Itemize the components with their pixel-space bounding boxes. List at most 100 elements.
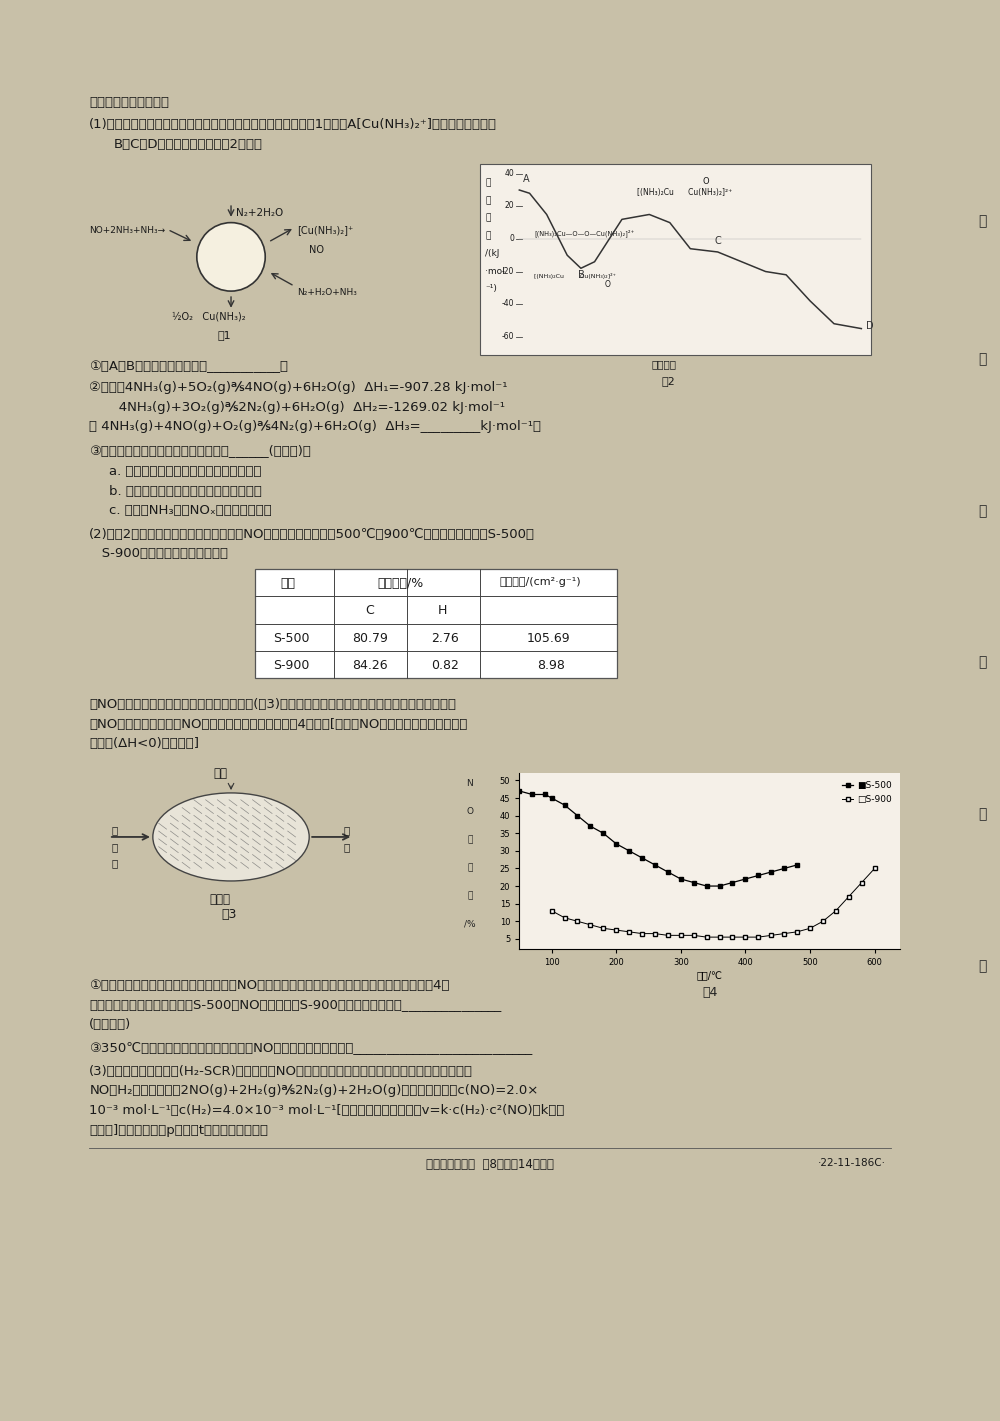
Text: c. 能增大NH₃还原NOₓ反应的平衡常数: c. 能增大NH₃还原NOₓ反应的平衡常数 (109, 504, 272, 517)
Text: b. 具有选择性，能降低特定反应的活化能: b. 具有选择性，能降低特定反应的活化能 (109, 485, 262, 497)
□S-900 (662, 926, 674, 944)
Text: -20: -20 (502, 267, 514, 276)
Text: /(kJ: /(kJ (485, 249, 499, 259)
Circle shape (197, 223, 265, 291)
Text: 图1: 图1 (217, 330, 231, 340)
■S-500 (610, 836, 622, 853)
■S-500 (571, 807, 583, 824)
Text: -40: -40 (502, 300, 514, 308)
Text: 84.26: 84.26 (352, 659, 388, 672)
Text: C: C (714, 236, 721, 246)
Text: O: O (605, 280, 611, 288)
Text: 口: 口 (112, 858, 118, 868)
■S-500 (791, 857, 803, 874)
Text: 105.69: 105.69 (527, 631, 571, 645)
Text: 出: 出 (343, 826, 350, 836)
Text: C: C (365, 604, 374, 617)
Text: 煤焦: 煤焦 (213, 766, 227, 780)
Text: 8.98: 8.98 (537, 659, 565, 672)
Text: B、C、D等中间体的过程如图2所示。: B、C、D等中间体的过程如图2所示。 (114, 138, 263, 151)
Text: [Cu(NH₃)₂]⁺: [Cu(NH₃)₂]⁺ (297, 226, 354, 236)
Text: [(NH₃)₂Cu        Cu(NH₃)₂]²⁺: [(NH₃)₂Cu Cu(NH₃)₂]²⁺ (534, 273, 616, 279)
Text: 理: 理 (979, 352, 987, 367)
Text: ⁻¹): ⁻¹) (485, 284, 497, 293)
□S-900 (739, 928, 751, 945)
Text: 除: 除 (467, 863, 472, 872)
□S-900 (571, 912, 583, 929)
□S-900 (675, 926, 687, 944)
Text: (1)一种以沸石笼作为载体对氮氧化物进行催化还原的原理如图1所示，A[Cu(NH₃)₂⁺]在沸石笼内转化为: (1)一种以沸石笼作为载体对氮氧化物进行催化还原的原理如图1所示，A[Cu(NH… (89, 118, 497, 131)
□S-900 (714, 928, 726, 945)
■S-500 (526, 786, 538, 803)
Text: 图3: 图3 (221, 908, 237, 921)
□S-900 (752, 928, 764, 945)
■S-500 (778, 860, 790, 877)
Text: ③350℃后，随着温度升高，单位时间内NO的脱除率增大的原因是___________________________: ③350℃后，随着温度升高，单位时间内NO的脱除率增大的原因是_________… (89, 1042, 533, 1054)
■S-500 (688, 874, 700, 891)
□S-900 (559, 909, 571, 926)
Text: 学还原(ΔH<0)两个过程]: 学还原(ΔH<0)两个过程] (89, 737, 199, 750)
□S-900 (765, 926, 777, 944)
□S-900 (817, 912, 829, 929)
Text: -60: -60 (502, 333, 514, 341)
Text: 化: 化 (979, 655, 987, 669)
■S-500 (752, 867, 764, 884)
□S-900 (610, 922, 622, 939)
□S-900 (623, 924, 635, 941)
Text: 2.76: 2.76 (431, 631, 459, 645)
■S-500 (513, 783, 525, 800)
Text: A: A (523, 175, 529, 185)
□S-900 (856, 874, 868, 891)
Text: /%: /% (464, 919, 476, 928)
■S-500 (649, 857, 661, 874)
Text: 《高三理科综合  第8页（內14页）》: 《高三理科综合 第8页（內14页）》 (426, 1158, 554, 1171)
Text: 元素分析/%: 元素分析/% (378, 577, 424, 590)
Text: (2)原畆2经热解、冷却得到的煟焦可用于NO的脱除。热解温度为500℃、900℃得到的煟焦分别用S-500、: (2)原畆2经热解、冷却得到的煟焦可用于NO的脱除。热解温度为500℃、900℃… (89, 527, 535, 541)
Text: NO+2NH₃+NH₃→: NO+2NH₃+NH₃→ (89, 226, 165, 234)
□S-900 (688, 926, 700, 944)
Text: NO和H₂，只发生反应2NO(g)+2H₂(g)℁2N₂(g)+2H₂O(g)，已知起始时：c(NO)=2.0×: NO和H₂，只发生反应2NO(g)+2H₂(g)℁2N₂(g)+2H₂O(g)，… (89, 1084, 539, 1097)
Text: ·mol: ·mol (485, 267, 505, 276)
■S-500 (584, 817, 596, 834)
Text: ①由A到B的变化过程可表示为___________。: ①由A到B的变化过程可表示为___________。 (89, 360, 288, 372)
Text: O: O (703, 176, 709, 186)
□S-900 (649, 925, 661, 942)
□S-900 (597, 919, 609, 936)
Text: 相: 相 (485, 179, 490, 188)
Text: ③关于该反应中弹化剑的说法正确的是______(填标号)。: ③关于该反应中弹化剑的说法正确的是______(填标号)。 (89, 443, 311, 456)
■S-500 (546, 790, 558, 807)
Text: B: B (578, 270, 584, 280)
■S-500 (539, 786, 551, 803)
■S-500 (559, 797, 571, 814)
Line: □S-900: □S-900 (550, 867, 876, 939)
■S-500 (739, 871, 751, 888)
Text: 率常数]。体系总压强p随时间t的变化如表所示。: 率常数]。体系总压强p随时间t的变化如表所示。 (89, 1124, 268, 1137)
Text: 对: 对 (485, 196, 490, 205)
Text: 综: 综 (979, 215, 987, 229)
□S-900 (726, 928, 738, 945)
□S-900 (791, 924, 803, 941)
Text: N₂+H₂O+NH₃: N₂+H₂O+NH₃ (297, 288, 357, 297)
Text: 生: 生 (979, 807, 987, 821)
Text: 料: 料 (112, 841, 118, 851)
Text: ②已知：4NH₃(g)+5O₂(g)℁4NO(g)+6H₂O(g)  ΔH₁=-907.28 kJ·mol⁻¹: ②已知：4NH₃(g)+5O₂(g)℁4NO(g)+6H₂O(g) ΔH₁=-9… (89, 381, 508, 394)
□S-900 (869, 860, 881, 877)
Bar (480, 163, 871, 355)
Text: 物: 物 (979, 504, 987, 517)
Text: ①已知煟焦表面存在的官能团有利于吸附NO，其数量与煟焦中氢碳质量比的値密切相关。由图4可: ①已知煟焦表面存在的官能团有利于吸附NO，其数量与煟焦中氢碳质量比的値密切相关。… (89, 979, 450, 992)
■S-500 (662, 864, 674, 881)
Text: 80.79: 80.79 (352, 631, 388, 645)
□S-900 (778, 925, 790, 942)
Text: 则 4NH₃(g)+4NO(g)+O₂(g)℁4N₂(g)+6H₂O(g)  ΔH₃=_________kJ·mol⁻¹。: 则 4NH₃(g)+4NO(g)+O₂(g)℁4N₂(g)+6H₂O(g) ΔH… (89, 421, 541, 433)
Text: H: H (438, 604, 448, 617)
Ellipse shape (153, 793, 309, 881)
Text: 20: 20 (505, 202, 514, 210)
Text: 图4: 图4 (702, 986, 718, 999)
Text: S-900: S-900 (273, 659, 309, 672)
Line: ■S-500: ■S-500 (518, 789, 799, 888)
Text: 40: 40 (505, 169, 514, 178)
Text: 图2: 图2 (661, 377, 675, 387)
Text: 煤焦: 煤焦 (280, 577, 295, 590)
Bar (255, 568, 617, 678)
Text: 能: 能 (485, 213, 490, 223)
